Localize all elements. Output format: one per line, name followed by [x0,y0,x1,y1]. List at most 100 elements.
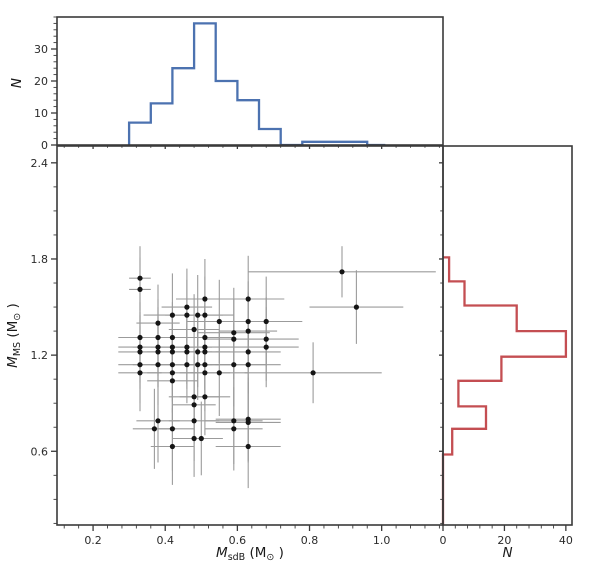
scatter-point [195,312,201,318]
scatter-point [155,320,161,326]
scatter-point [184,344,190,350]
y-axis-tick-label: 2.4 [31,157,49,170]
top-n-axis-label: N [9,78,25,88]
right-n-axis-tick-label: 20 [497,534,511,547]
scatter-point [169,349,175,355]
scatter-point [245,328,251,334]
top-histogram-line [127,22,386,147]
scatter-point [184,304,190,310]
top-n-axis-tick-label: 20 [34,75,48,88]
scatter-point [245,443,251,450]
top-histogram-path [127,22,386,147]
scatter-point [169,443,175,450]
scatter-point [169,370,175,376]
scatter-point [202,362,208,368]
scatter-point [155,418,161,424]
scatter-point [191,418,197,424]
scatter-point [202,370,208,376]
scatter-point [155,334,161,341]
scatter-point [245,296,251,302]
scatter-point [245,419,251,425]
tick-labels: 0.2 0.4 0.6 0.8 1.0 0.6 1.2 1.8 2.4 0 10 20 30 0 20 40 [31,43,573,547]
scatter-point [137,370,143,376]
scatter-point [353,304,359,310]
right-panel-frame [442,145,573,526]
x-axis-tick-label: 0.2 [84,534,102,547]
y-axis-tick-label: 1.8 [31,253,49,266]
scatter-point [245,362,251,368]
x-axis-tick-label: 0.4 [156,534,174,547]
scatter-point [169,344,175,350]
scatter-point [137,344,143,350]
scatter-point [216,318,222,325]
x-axis-tick-label: 0.8 [301,534,319,547]
scatter-point [184,312,190,318]
scatter-point [137,275,143,281]
right-n-axis-tick-label: 40 [559,534,573,547]
scatter-point [169,334,175,341]
scatter-point [169,362,175,368]
top-n-axis-tick-label: 0 [41,139,48,152]
scatter-point [202,296,208,302]
scatter-point [231,330,237,336]
scatter-point [191,435,197,442]
scatter-point [137,349,143,355]
scatter-point [202,312,208,318]
scatter-point [191,326,197,333]
scatter-point [191,402,197,408]
main-panel-frame [56,145,444,526]
y-axis-label: MMS (M⊙ ) [5,303,23,368]
x-axis-label: MsdB (M⊙ ) [216,545,284,563]
y-axis-tick-label: 0.6 [31,445,49,458]
scatter-point [169,426,175,432]
scatter-point [151,426,157,432]
scatter-point [202,334,208,341]
scatter-point [231,418,237,424]
x-axis-tick-label: 1.0 [373,534,391,547]
right-histogram-line [441,256,568,525]
scatter-point [263,336,269,342]
y-axis-tick-label: 1.2 [31,349,49,362]
scatter-point [202,349,208,355]
scatter-point [198,435,204,442]
axis-ticks [51,16,567,531]
scatter-point [310,370,316,376]
scatter-point [202,344,208,350]
scatter-point [137,286,143,292]
scatter-points [137,269,359,450]
error-bars [118,246,436,489]
top-n-axis-tick-label: 30 [34,43,48,56]
top-n-axis-tick-label: 10 [34,107,48,120]
scatter-point [202,394,208,400]
right-histogram-path [441,256,568,525]
scatter-point [184,362,190,368]
scatter-point [245,318,251,325]
scatter-point [155,344,161,350]
scatter-point [216,370,222,376]
scatter-point [169,378,175,384]
scatter-point [231,362,237,368]
scatter-point [155,362,161,368]
panel-spines [56,16,573,526]
scatter-point [155,349,161,355]
x-axis-tick-label: 0.6 [229,534,247,547]
scatter-point [169,312,175,318]
axis-labels: MsdB (M⊙ ) MMS (M⊙ ) N N [5,78,513,563]
scatter-point [245,349,251,355]
scatter-point [195,362,201,368]
right-n-axis-tick-label: 0 [440,534,447,547]
scatter-point [184,349,190,355]
top-panel-frame [56,16,444,146]
scatter-point [231,336,237,342]
scatter-point [191,394,197,400]
scatter-point [195,349,201,355]
scatter-point [231,426,237,432]
right-n-axis-label: N [502,545,512,561]
scatter-point [137,334,143,341]
scatter-point [339,269,345,275]
scatter-point [137,362,143,368]
scatter-point [263,344,269,350]
scatter-point [263,318,269,325]
